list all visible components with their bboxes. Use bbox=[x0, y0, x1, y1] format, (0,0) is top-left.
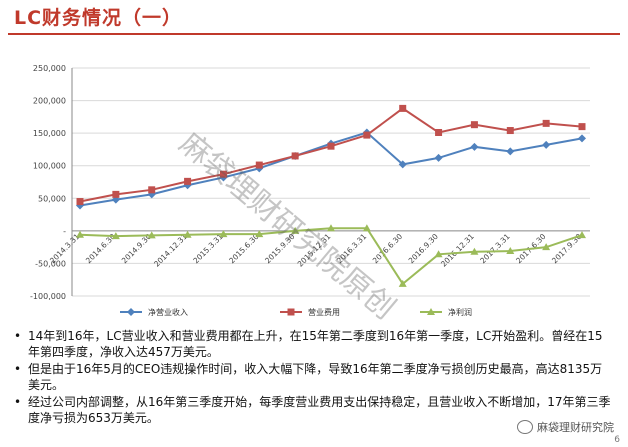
data-point bbox=[76, 198, 84, 206]
bullet-dot-icon: • bbox=[14, 362, 22, 376]
page-number: 6 bbox=[614, 435, 620, 445]
y-tick-label: 50,000 bbox=[38, 194, 66, 203]
y-tick-label: 200,000 bbox=[33, 97, 66, 106]
y-tick-label: 250,000 bbox=[33, 64, 66, 73]
data-point bbox=[435, 128, 443, 136]
x-tick-label: 2015.9.30 bbox=[263, 232, 297, 266]
data-point bbox=[219, 230, 228, 238]
data-point bbox=[434, 153, 443, 162]
data-point bbox=[362, 224, 371, 232]
brand-mark: 麻袋理财研究院 bbox=[517, 419, 614, 435]
data-point bbox=[399, 104, 407, 112]
x-tick-label: 2016.9.30 bbox=[407, 232, 441, 266]
data-point bbox=[291, 152, 299, 160]
data-point bbox=[327, 224, 335, 232]
data-point bbox=[111, 232, 120, 240]
bullet-list: • 14年到16年，LC营业收入和营业费用都在上升，在15年第二季度到16年第一… bbox=[14, 328, 614, 427]
data-point bbox=[470, 247, 479, 255]
data-point bbox=[434, 250, 443, 258]
bullet-item: • 经过公司内部调整，从16年第三季度开始，每季度营业费用支出保持稳定，且营业收… bbox=[14, 394, 614, 426]
bullet-item: • 14年到16年，LC营业收入和营业费用都在上升，在15年第二季度到16年第一… bbox=[14, 328, 614, 360]
data-point bbox=[255, 230, 264, 238]
data-point bbox=[506, 247, 515, 255]
data-point bbox=[542, 243, 551, 251]
y-tick-label: 100,000 bbox=[33, 162, 66, 171]
series-line bbox=[79, 107, 583, 203]
data-point bbox=[470, 121, 478, 129]
data-point bbox=[147, 231, 156, 239]
data-point bbox=[578, 231, 586, 239]
data-point bbox=[470, 142, 479, 151]
y-tick-label: - bbox=[63, 227, 66, 236]
legend-marker bbox=[427, 308, 435, 315]
x-tick-label: 2017.3.31 bbox=[478, 232, 512, 266]
title-divider bbox=[8, 33, 620, 35]
data-point bbox=[542, 140, 551, 149]
data-point bbox=[398, 279, 407, 287]
data-point bbox=[183, 230, 192, 238]
legend-marker bbox=[127, 308, 135, 316]
data-point bbox=[327, 142, 335, 150]
data-point bbox=[542, 119, 550, 127]
bullet-text: 14年到16年，LC营业收入和营业费用都在上升，在15年第二季度到16年第一季度… bbox=[28, 329, 603, 359]
data-point bbox=[184, 177, 192, 185]
data-point bbox=[76, 230, 84, 238]
bullet-dot-icon: • bbox=[14, 395, 22, 409]
bullet-text: 但是由于16年5月的CEO违规操作时间，收入大幅下降，导致16年第二季度净亏损创… bbox=[28, 362, 603, 392]
data-point bbox=[255, 161, 263, 169]
data-point bbox=[578, 123, 586, 131]
line-chart: -100,000-50,000-50,000100,000150,000200,… bbox=[30, 64, 590, 317]
data-point bbox=[112, 190, 120, 198]
data-point bbox=[398, 160, 407, 169]
bullet-text: 经过公司内部调整，从16年第三季度开始，每季度营业费用支出保持稳定，且营业收入不… bbox=[28, 395, 611, 425]
data-point bbox=[291, 226, 300, 234]
y-tick-label: 150,000 bbox=[33, 129, 66, 138]
bullet-item: • 但是由于16年5月的CEO违规操作时间，收入大幅下降，导致16年第二季度净亏… bbox=[14, 361, 614, 393]
legend-marker bbox=[287, 308, 295, 316]
legend-label: 净利润 bbox=[448, 307, 472, 317]
y-tick-label: -100,000 bbox=[30, 292, 66, 301]
data-point bbox=[219, 170, 227, 178]
x-tick-label: 2016.3.31 bbox=[335, 232, 369, 266]
bullet-dot-icon: • bbox=[14, 329, 22, 343]
data-point bbox=[506, 147, 515, 156]
legend-label: 净营业收入 bbox=[148, 307, 188, 317]
data-point bbox=[506, 127, 514, 135]
page-title: LC财务情况（一） bbox=[14, 7, 183, 29]
data-point bbox=[363, 131, 371, 139]
y-tick-label: -50,000 bbox=[35, 259, 66, 268]
data-point bbox=[148, 186, 156, 194]
brand-label: 麻袋理财研究院 bbox=[537, 421, 614, 434]
wechat-icon bbox=[517, 420, 533, 434]
legend-label: 营业费用 bbox=[308, 307, 340, 317]
data-point bbox=[578, 134, 586, 143]
